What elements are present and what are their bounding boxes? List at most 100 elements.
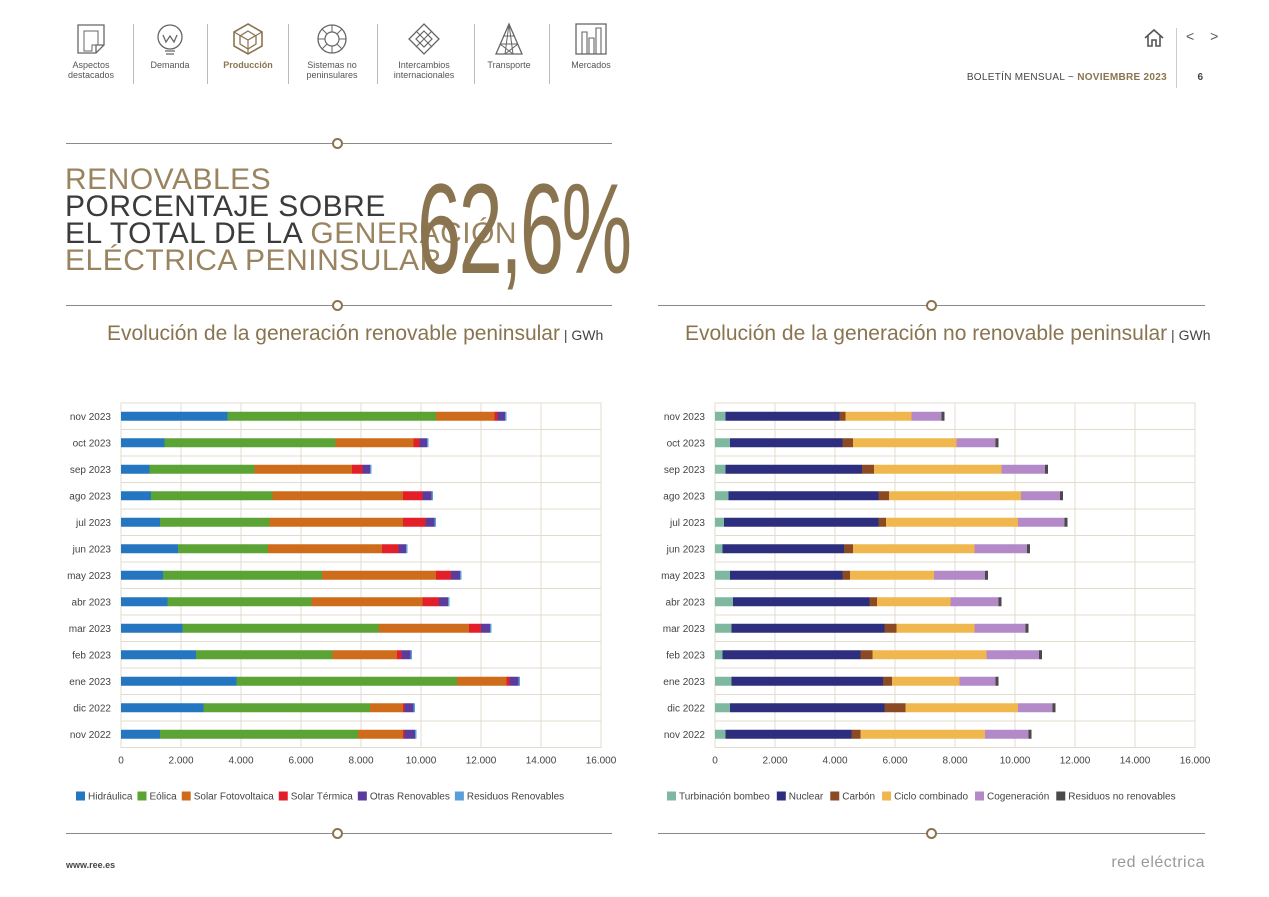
legend-label: Residuos Renovables	[467, 792, 564, 803]
bar-segment	[715, 676, 732, 686]
bar-segment	[1064, 517, 1068, 527]
bar-segment	[733, 597, 870, 607]
bar-segment	[506, 676, 510, 686]
bar-segment	[998, 597, 1002, 607]
bulletin-label: BOLETÍN MENSUAL ~ NOVIEMBRE 2023	[967, 72, 1167, 83]
nav-produccion[interactable]: Producción	[214, 22, 282, 70]
legend-label: Residuos no renovables	[1068, 792, 1175, 803]
legend-label: Nuclear	[789, 792, 824, 803]
bar-segment	[269, 517, 403, 527]
bar-segment	[406, 544, 408, 554]
bar-segment	[401, 650, 411, 660]
legend-swatch	[278, 791, 288, 801]
chart-unit: GWh	[1178, 327, 1211, 343]
bar-segment	[121, 438, 165, 448]
ring-icon	[317, 24, 347, 54]
bar-segment	[413, 438, 420, 448]
y-category-label: may 2023	[67, 571, 111, 582]
nav-mercados[interactable]: Mercados	[560, 22, 622, 70]
bar-segment	[851, 729, 861, 739]
bar-segment	[403, 517, 426, 527]
bar-segment	[254, 464, 352, 474]
bar-segment	[436, 411, 495, 421]
chart-title-text: Evolución de la generación no renovable …	[685, 322, 1168, 345]
bar-segment	[715, 597, 733, 607]
bar-segment	[1060, 491, 1063, 501]
bar-segment	[164, 438, 336, 448]
y-category-label: oct 2023	[667, 438, 706, 449]
nav-intercambios-internacionales[interactable]: Intercambios internacionales	[384, 22, 464, 80]
bar-segment	[715, 623, 732, 633]
bar-segment	[886, 517, 1018, 527]
x-tick-label: 6.000	[882, 756, 907, 767]
x-tick-label: 0	[712, 756, 718, 767]
bar-segment	[410, 650, 412, 660]
bar-segment	[370, 464, 372, 474]
bar-segment	[853, 438, 957, 448]
bar-segment	[724, 517, 879, 527]
bar-segment	[883, 676, 892, 686]
bar-segment	[896, 623, 975, 633]
bar-segment	[911, 411, 942, 421]
bar-segment	[236, 676, 457, 686]
bar-segment	[439, 597, 448, 607]
x-tick-label: 14.000	[1120, 756, 1151, 767]
bar-segment	[844, 544, 853, 554]
bar-segment	[322, 570, 436, 580]
nav-transporte[interactable]: Transporte	[480, 22, 538, 70]
bar-segment	[722, 650, 861, 660]
bar-segment	[469, 623, 481, 633]
y-category-label: oct 2023	[73, 438, 112, 449]
bar-segment	[995, 438, 999, 448]
rule-ornament	[332, 300, 343, 311]
bar-segment	[121, 650, 196, 660]
x-tick-label: 10.000	[406, 756, 437, 767]
bar-segment	[715, 438, 730, 448]
bar-segment	[422, 597, 439, 607]
kpi-number: 62,6	[417, 158, 564, 301]
y-category-label: ago 2023	[663, 491, 705, 502]
cube-icon	[233, 23, 263, 55]
nav-sistemas-no-peninsulares[interactable]: Sistemas no peninsulares	[294, 22, 370, 80]
y-category-label: sep 2023	[70, 465, 112, 476]
bar-segment	[121, 491, 151, 501]
y-category-label: jul 2023	[669, 518, 705, 529]
x-tick-label: 4.000	[822, 756, 847, 767]
legend-label: Carbón	[842, 792, 875, 803]
legend-swatch	[454, 791, 464, 801]
home-icon[interactable]	[1143, 28, 1165, 48]
bar-segment	[182, 623, 379, 633]
bar-segment	[494, 411, 498, 421]
bar-segment	[715, 544, 723, 554]
bar-segment	[425, 517, 435, 527]
bar-segment	[974, 544, 1027, 554]
bar-segment	[268, 544, 382, 554]
chart-renovable: 0 2.000 4.000 6.000 8.000 10.000 12.000 14.000 1…	[67, 402, 617, 803]
page-nav-arrows[interactable]: < >	[1186, 28, 1225, 44]
legend-label: Otras Renovables	[370, 792, 450, 803]
footer-url[interactable]: www.ree.es	[66, 860, 116, 870]
legend-label: Ciclo combinado	[894, 792, 968, 803]
y-category-label: abr 2023	[72, 597, 112, 608]
bar-segment	[457, 676, 507, 686]
y-category-label: nov 2022	[664, 730, 706, 741]
bar-segment	[884, 703, 906, 713]
bar-segment	[959, 676, 996, 686]
bar-segment	[1018, 703, 1053, 713]
bar-segment	[451, 570, 460, 580]
y-category-label: jun 2023	[666, 544, 706, 555]
chart-title-no-renovable: Evolución de la generación no renovable …	[685, 322, 1211, 345]
bar-segment	[403, 729, 405, 739]
bar-segment	[160, 517, 270, 527]
legend-swatch	[776, 791, 786, 801]
bar-segment	[728, 491, 879, 501]
bulb-w-icon	[157, 24, 183, 55]
legend-swatch	[357, 791, 367, 801]
bar-segment	[362, 464, 370, 474]
bar-segment	[415, 729, 417, 739]
nav-demanda[interactable]: Demanda	[138, 22, 202, 70]
y-category-label: dic 2022	[667, 703, 705, 714]
bar-segment	[715, 703, 730, 713]
bar-segment	[842, 570, 850, 580]
nav-aspectos-destacados[interactable]: Aspectos destacados	[56, 22, 126, 80]
